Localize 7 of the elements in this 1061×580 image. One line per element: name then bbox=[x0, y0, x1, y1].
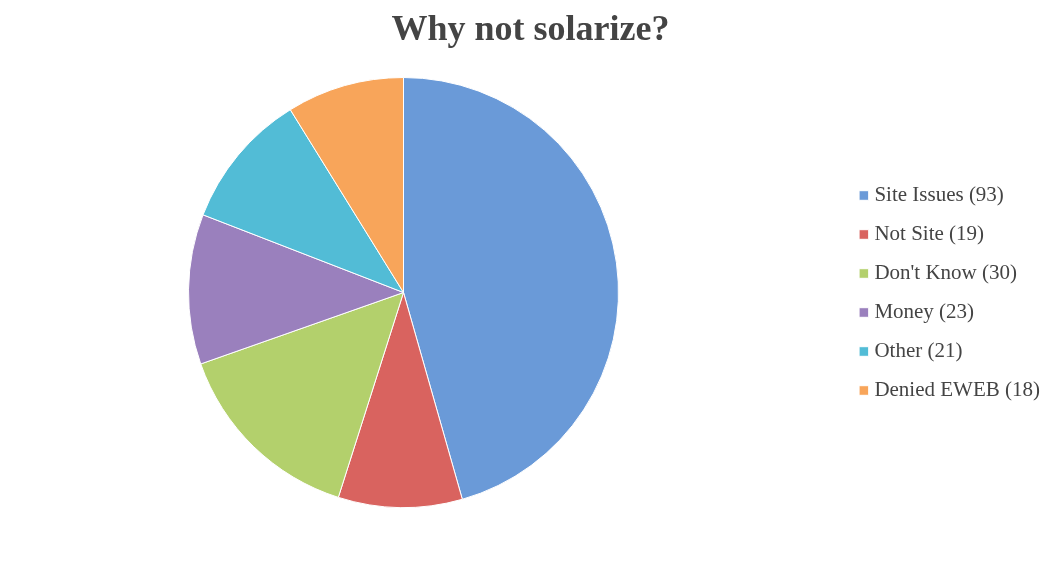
legend-label: Don't Know (30) bbox=[874, 260, 1017, 285]
chart-title: Why not solarize? bbox=[391, 7, 670, 48]
legend-label: Other (21) bbox=[874, 338, 963, 363]
legend-label: Denied EWEB (18) bbox=[874, 377, 1040, 402]
legend-label: Money (23) bbox=[874, 299, 975, 324]
legend-label: Not Site (19) bbox=[874, 221, 985, 246]
legend-label: Site Issues (93) bbox=[874, 182, 1004, 207]
